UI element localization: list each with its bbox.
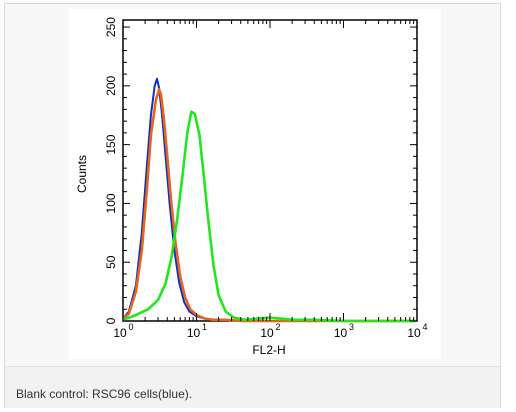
x-tick-label: 10 [187,326,201,340]
y-tick-label: 100 [104,193,118,213]
histogram-series-3 [122,110,416,323]
y-tick-label: 50 [104,255,118,269]
series-layer [122,77,416,323]
x-tick-label: 10 [334,326,348,340]
histogram-series-1 [122,77,416,322]
caption-bar: Blank control: RSC96 cells(blue). [5,366,500,408]
x-tick-exponent: 3 [349,322,354,332]
x-tick-exponent: 2 [275,322,280,332]
y-tick-label: 0 [104,317,118,324]
y-axis-label: Counts [75,155,89,193]
y-tick-label: 150 [104,134,118,154]
x-tick-label: 10 [260,326,274,340]
histogram-series-2 [122,88,416,323]
y-tick-label: 250 [104,17,118,37]
x-tick-label: 10 [407,326,421,340]
x-tick-exponent: 0 [128,322,133,332]
figure-card: 0 50 100 150 200 250 10 0 10 1 10 2 10 3 10 4 FL2-H Cou… [4,3,501,408]
histogram-figure: 0 50 100 150 200 250 10 0 10 1 10 2 10 3 10 4 FL2-H Cou… [69,9,441,359]
y-tick-label: 200 [104,76,118,96]
x-axis-label: FL2-H [252,343,285,357]
x-tick-label: 10 [113,326,127,340]
x-tick-exponent: 1 [202,322,207,332]
figure-caption: Blank control: RSC96 cells(blue). [16,387,193,401]
x-tick-exponent: 4 [422,322,427,332]
